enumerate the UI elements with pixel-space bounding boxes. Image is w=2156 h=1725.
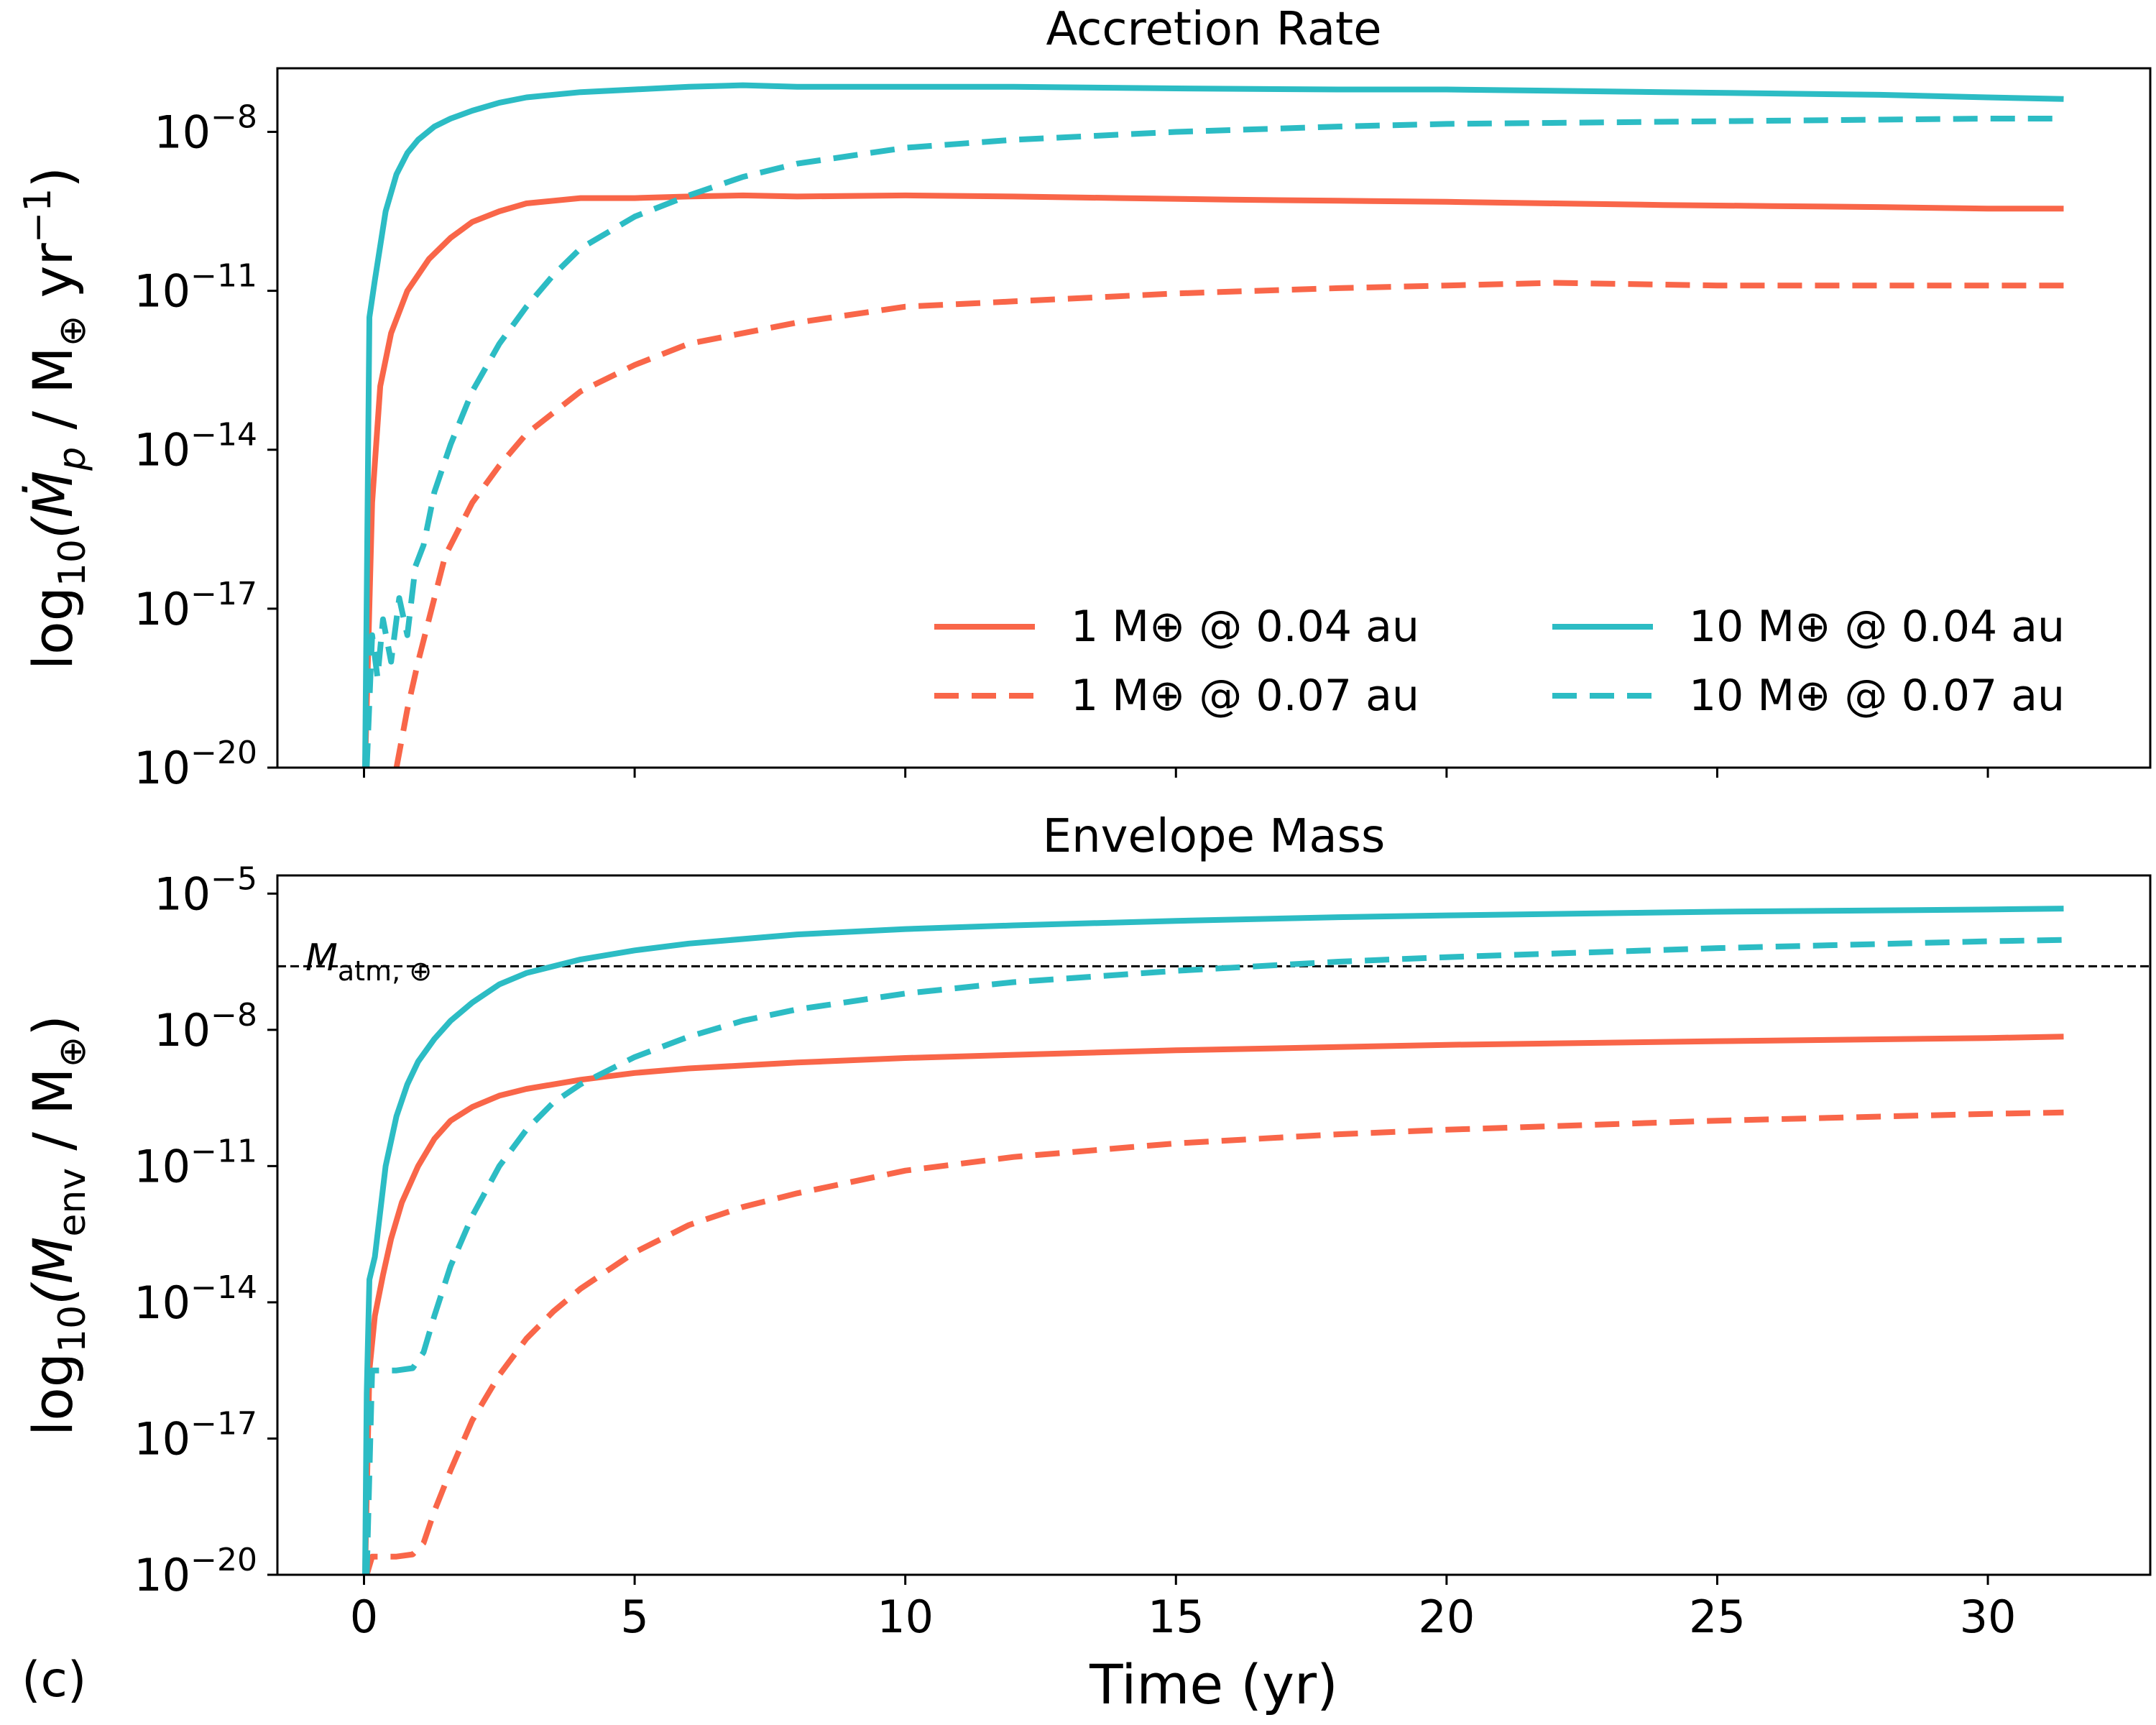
x-tick-label: 20: [1418, 1591, 1475, 1643]
accretion-rate-title: Accretion Rate: [1046, 3, 1382, 56]
x-tick-label: 30: [1960, 1591, 2017, 1643]
series-line-10-me-0-04-au: [362, 82, 2064, 768]
y-tick-label: 10−17: [134, 1405, 257, 1465]
series-line-10-me-0-04-au: [362, 906, 2064, 1576]
panel-accretion-rate: Accretion Rate 10−810−1110−1410−1710−20 …: [17, 3, 2152, 794]
series-line-1-me-0-04-au: [362, 1034, 2064, 1576]
y-tick-label: 10−8: [154, 98, 257, 158]
series-line-1-me-0-07-au: [393, 280, 2064, 768]
panel-envelope-mass: Envelope Mass 0 5 10 15 20 25 30 10−5 10−8 10−11 1…: [21, 810, 2152, 1716]
series-line-10-me-0-07-au: [364, 116, 2064, 768]
legend-label-1me-004au: 1 M⊕ @ 0.04 au: [1071, 602, 1419, 652]
accretion-rate-axes-frame: [276, 67, 2152, 769]
y-tick-label: 10−14: [134, 417, 257, 477]
atmosphere-reference-label: Matm, ⊕: [305, 937, 432, 987]
legend-label-10me-007au: 10 M⊕ @ 0.07 au: [1689, 671, 2065, 721]
envelope-mass-ylabel: log10(Menv / M⊕): [21, 1015, 94, 1436]
y-tick-label: 10−20: [134, 735, 257, 794]
y-tick-label: 10−8: [154, 997, 257, 1057]
y-tick-label: 10−14: [134, 1269, 257, 1329]
panel-label: (c): [22, 1652, 86, 1708]
x-tick-label: 0: [350, 1591, 378, 1643]
legend: 1 M⊕ @ 0.04 au 1 M⊕ @ 0.07 au 10 M⊕ @ 0.…: [934, 602, 2065, 721]
y-tick-label: 10−20: [134, 1542, 257, 1601]
envelope-mass-series: [362, 906, 2064, 1576]
series-line-10-me-0-07-au: [364, 937, 2064, 1576]
x-axis-label: Time (yr): [1089, 1652, 1338, 1716]
envelope-mass-title: Envelope Mass: [1043, 810, 1386, 863]
series-line-1-me-0-04-au: [362, 192, 2064, 768]
y-tick-label: 10−11: [134, 1133, 257, 1192]
x-tick-label: 10: [877, 1591, 934, 1643]
y-tick-label: 10−17: [134, 576, 257, 635]
y-tick-label: 10−11: [134, 258, 257, 318]
x-tick-label: 25: [1689, 1591, 1746, 1643]
accretion-rate-series: [362, 82, 2064, 768]
y-tick-label: 10−5: [154, 860, 257, 920]
legend-label-10me-004au: 10 M⊕ @ 0.04 au: [1689, 602, 2065, 652]
accretion-rate-ticks: 10−8 10−11 10−14 10−17 10−20: [134, 98, 1989, 794]
envelope-mass-axes-frame: [276, 874, 2152, 1576]
x-tick-label: 5: [620, 1591, 648, 1643]
envelope-mass-ticks: 0 5 10 15 20 25 30 10−5 10−8 10−11 10−14 10−17 10−20: [134, 860, 2016, 1643]
legend-label-1me-007au: 1 M⊕ @ 0.07 au: [1071, 671, 1419, 721]
x-tick-label: 15: [1148, 1591, 1204, 1643]
accretion-rate-ylabel: log10(Ṁp / M⊕ yr−1): [17, 167, 94, 670]
series-line-1-me-0-07-au: [364, 1109, 2064, 1576]
